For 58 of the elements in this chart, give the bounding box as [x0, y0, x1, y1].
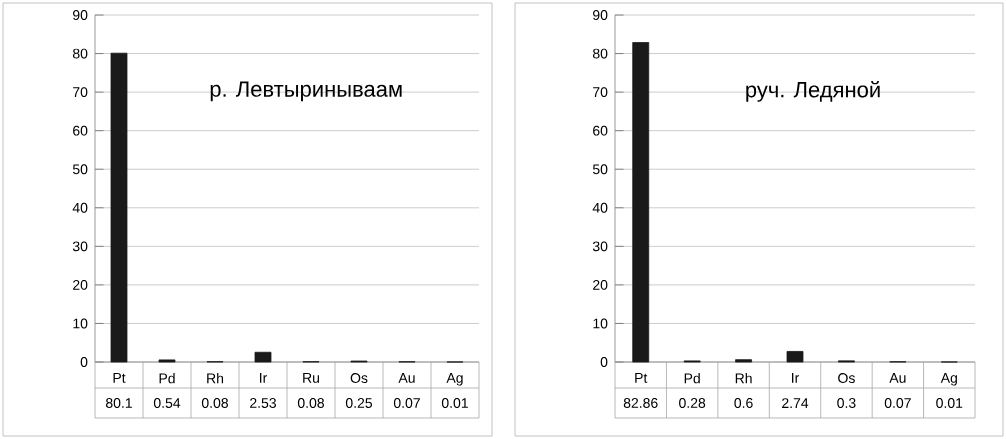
y-tick-label: 60	[593, 125, 608, 136]
y-tick-label: 80	[592, 48, 608, 59]
data-label: 0.07	[393, 398, 420, 408]
x-tick-label: Au	[398, 373, 415, 383]
bar	[632, 42, 650, 363]
data-label: 0.08	[201, 398, 229, 408]
data-label: 2.53	[250, 398, 276, 408]
data-label: 0.3	[837, 398, 856, 408]
x-tick-label: Os	[838, 373, 855, 383]
y-tick-label: 50	[72, 164, 88, 175]
bar	[735, 359, 752, 363]
x-tick-label: Ru	[303, 373, 319, 383]
data-label: 0.28	[679, 398, 706, 408]
data-label: 80.1	[105, 398, 132, 408]
y-tick-label: 30	[592, 241, 608, 252]
x-tick-label: Au	[889, 373, 906, 383]
y-tick-label: 0	[600, 357, 608, 367]
y-tick-label: 70	[73, 87, 88, 98]
x-tick-label: Os	[350, 373, 368, 383]
data-label: 0.6	[734, 398, 753, 408]
x-tick-label: Ir	[792, 373, 800, 383]
text: руч. Ледяной	[746, 80, 880, 102]
y-tick-label: 50	[592, 164, 608, 175]
y-tick-label: 30	[72, 241, 88, 252]
data-label: 82.86	[623, 398, 658, 408]
y-tick-label: 40	[72, 202, 88, 213]
x-tick-label: Ir	[260, 373, 268, 383]
x-tick-label: Ag	[940, 373, 957, 386]
bar	[110, 52, 128, 363]
x-tick-label: Pd	[159, 373, 175, 384]
data-label: 0.08	[297, 398, 325, 408]
data-label: 0.07	[884, 398, 911, 408]
x-tick-label: Rh	[207, 373, 224, 384]
text: р. Левтыринываам	[210, 81, 402, 102]
bar	[786, 351, 804, 363]
y-tick-label: 90	[73, 10, 88, 20]
data-label: 0.01	[441, 398, 468, 408]
data-label: 0.54	[153, 398, 181, 408]
x-tick-label: Ag	[446, 373, 463, 386]
x-tick-label: Pt	[113, 373, 126, 383]
data-label: 0.01	[936, 398, 963, 408]
x-tick-label: Rh	[735, 373, 752, 384]
bar	[254, 351, 272, 363]
y-tick-label: 20	[593, 279, 608, 290]
y-tick-label: 0	[80, 357, 88, 367]
x-tick-label: Pd	[684, 373, 700, 384]
y-tick-label: 20	[73, 279, 88, 290]
y-tick-label: 80	[72, 48, 88, 59]
data-label: 2.74	[782, 398, 809, 408]
y-tick-label: 60	[73, 125, 88, 136]
y-tick-label: 10	[73, 318, 88, 329]
y-tick-label: 70	[593, 87, 608, 98]
data-label: 0.25	[345, 398, 373, 408]
y-tick-label: 40	[592, 202, 608, 213]
bar	[158, 359, 176, 363]
x-tick-label: Pt	[635, 373, 648, 383]
y-tick-label: 10	[593, 318, 608, 329]
y-tick-label: 90	[593, 10, 608, 20]
